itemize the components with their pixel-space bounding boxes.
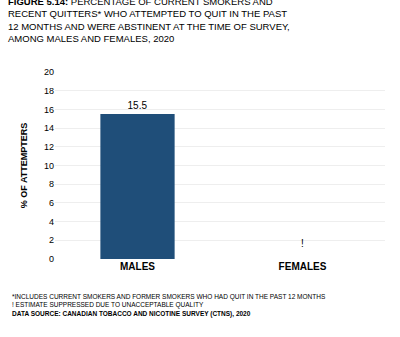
svg-text:18: 18 (44, 86, 54, 96)
svg-text:MALES: MALES (120, 261, 155, 272)
svg-text:8: 8 (49, 179, 54, 189)
svg-text:15.5: 15.5 (128, 100, 148, 111)
svg-text:!: ! (301, 238, 304, 249)
svg-text:FEMALES: FEMALES (279, 261, 327, 272)
svg-text:10: 10 (44, 161, 54, 171)
svg-text:6: 6 (49, 198, 54, 208)
svg-text:% OF ATTEMPTERS: % OF ATTEMPTERS (19, 123, 29, 209)
svg-text:14: 14 (44, 123, 54, 133)
svg-text:12: 12 (44, 142, 54, 152)
svg-text:FIGURE 5.14: PERCENTAGE OF CUR: FIGURE 5.14: PERCENTAGE OF CURRENT SMOKE… (8, 0, 290, 44)
svg-text:2: 2 (49, 235, 54, 245)
svg-text:*INCLUDES CURRENT SMOKERS AND: *INCLUDES CURRENT SMOKERS AND FORMER SMO… (12, 293, 326, 318)
svg-text:0: 0 (49, 254, 54, 264)
svg-text:20: 20 (44, 67, 54, 77)
svg-text:16: 16 (44, 105, 54, 115)
svg-text:4: 4 (49, 217, 54, 227)
